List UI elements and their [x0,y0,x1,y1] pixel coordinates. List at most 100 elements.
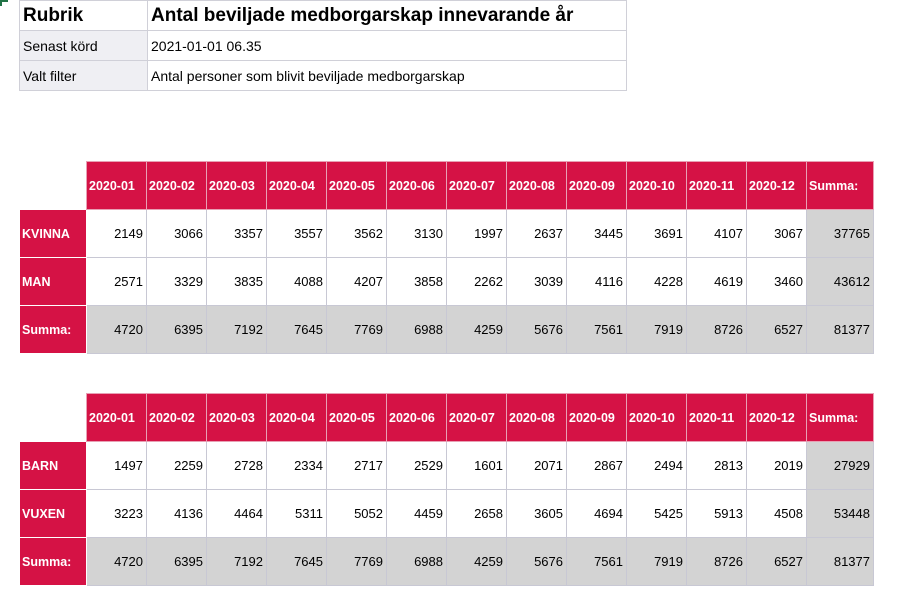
last-run-row: Senast körd 2021-01-01 06.35 [19,30,627,61]
sum-row: Summa: 4720 6395 7192 7645 7769 6988 4259 5676 75… [19,537,874,586]
column-header: 2020-09 [566,161,627,210]
column-header: 2020-08 [506,393,567,442]
empty-corner-cell [19,161,87,210]
value-cell: 4459 [386,489,447,538]
column-header: 2020-01 [86,393,147,442]
title-row: Rubrik Antal beviljade medborgarskap inn… [19,0,627,31]
row-total-cell: 53448 [806,489,874,538]
value-cell: 2071 [506,441,567,490]
value-cell: 3067 [746,209,807,258]
value-cell: 8726 [686,305,747,354]
value-cell: 7645 [266,537,327,586]
value-cell: 4088 [266,257,327,306]
column-header: Summa: [806,161,874,210]
age-group-table: 2020-01 2020-02 2020-03 2020-04 2020-05 2020-… [19,393,874,586]
row-total-cell: 27929 [806,441,874,490]
value-cell: 3066 [146,209,207,258]
header-row: 2020-01 2020-02 2020-03 2020-04 2020-05 2020-… [19,393,874,442]
value-cell: 7561 [566,537,627,586]
value-cell: 7645 [266,305,327,354]
value-cell: 4720 [86,305,147,354]
value-cell: 6395 [146,305,207,354]
empty-corner-cell [19,393,87,442]
value-cell: 2259 [146,441,207,490]
value-cell: 7192 [206,537,267,586]
column-header: 2020-11 [686,161,747,210]
value-cell: 2019 [746,441,807,490]
value-cell: 5052 [326,489,387,538]
value-cell: 4619 [686,257,747,306]
row-label: Summa: [19,305,87,354]
filter-row: Valt filter Antal personer som blivit be… [19,60,627,91]
column-header: 2020-01 [86,161,147,210]
header-row: 2020-01 2020-02 2020-03 2020-04 2020-05 2020-… [19,161,874,210]
column-header: 2020-06 [386,161,447,210]
report-title: Antal beviljade medborgarskap innevarand… [147,0,627,31]
table-row: VUXEN 3223 4136 4464 5311 5052 4459 2658 3605 469… [19,489,874,538]
value-cell: 4720 [86,537,147,586]
value-cell: 3858 [386,257,447,306]
value-cell: 6395 [146,537,207,586]
filter-value: Antal personer som blivit beviljade medb… [147,60,627,91]
row-total-cell: 43612 [806,257,874,306]
value-cell: 3445 [566,209,627,258]
row-label: KVINNA [19,209,87,258]
value-cell: 4259 [446,305,507,354]
value-cell: 7561 [566,305,627,354]
value-cell: 4136 [146,489,207,538]
value-cell: 7919 [626,537,687,586]
row-total-cell: 37765 [806,209,874,258]
column-header: 2020-07 [446,393,507,442]
value-cell: 1997 [446,209,507,258]
value-cell: 2867 [566,441,627,490]
value-cell: 7192 [206,305,267,354]
value-cell: 6527 [746,305,807,354]
value-cell: 2494 [626,441,687,490]
sum-row: Summa: 4720 6395 7192 7645 7769 6988 4259 5676 75… [19,305,874,354]
value-cell: 7769 [326,537,387,586]
last-run-value: 2021-01-01 06.35 [147,30,627,61]
value-cell: 3039 [506,257,567,306]
column-header: 2020-07 [446,161,507,210]
value-cell: 2658 [446,489,507,538]
value-cell: 3557 [266,209,327,258]
row-label: Summa: [19,537,87,586]
table-row: BARN 1497 2259 2728 2334 2717 2529 1601 2071 2867… [19,441,874,490]
value-cell: 3691 [626,209,687,258]
value-cell: 5913 [686,489,747,538]
value-cell: 2571 [86,257,147,306]
column-header: 2020-10 [626,393,687,442]
column-header: 2020-11 [686,393,747,442]
column-header: 2020-09 [566,393,627,442]
value-cell: 1497 [86,441,147,490]
value-cell: 7769 [326,305,387,354]
row-total-cell: 81377 [806,537,874,586]
table-row: KVINNA 2149 3066 3357 3557 3562 3130 1997 2637 34… [19,209,874,258]
value-cell: 2262 [446,257,507,306]
value-cell: 3357 [206,209,267,258]
value-cell: 6988 [386,537,447,586]
column-header: 2020-02 [146,161,207,210]
column-header: 2020-05 [326,393,387,442]
column-header: Summa: [806,393,874,442]
row-total-cell: 81377 [806,305,874,354]
value-cell: 5311 [266,489,327,538]
row-label: VUXEN [19,489,87,538]
value-cell: 4464 [206,489,267,538]
report-info-table: Rubrik Antal beviljade medborgarskap inn… [19,0,627,91]
value-cell: 2728 [206,441,267,490]
column-header: 2020-08 [506,161,567,210]
column-header: 2020-05 [326,161,387,210]
value-cell: 3223 [86,489,147,538]
value-cell: 2334 [266,441,327,490]
value-cell: 5676 [506,305,567,354]
value-cell: 2637 [506,209,567,258]
value-cell: 2529 [386,441,447,490]
value-cell: 5425 [626,489,687,538]
value-cell: 4694 [566,489,627,538]
column-header: 2020-03 [206,393,267,442]
cell-selection-corner [0,0,8,6]
value-cell: 6988 [386,305,447,354]
value-cell: 8726 [686,537,747,586]
value-cell: 3329 [146,257,207,306]
